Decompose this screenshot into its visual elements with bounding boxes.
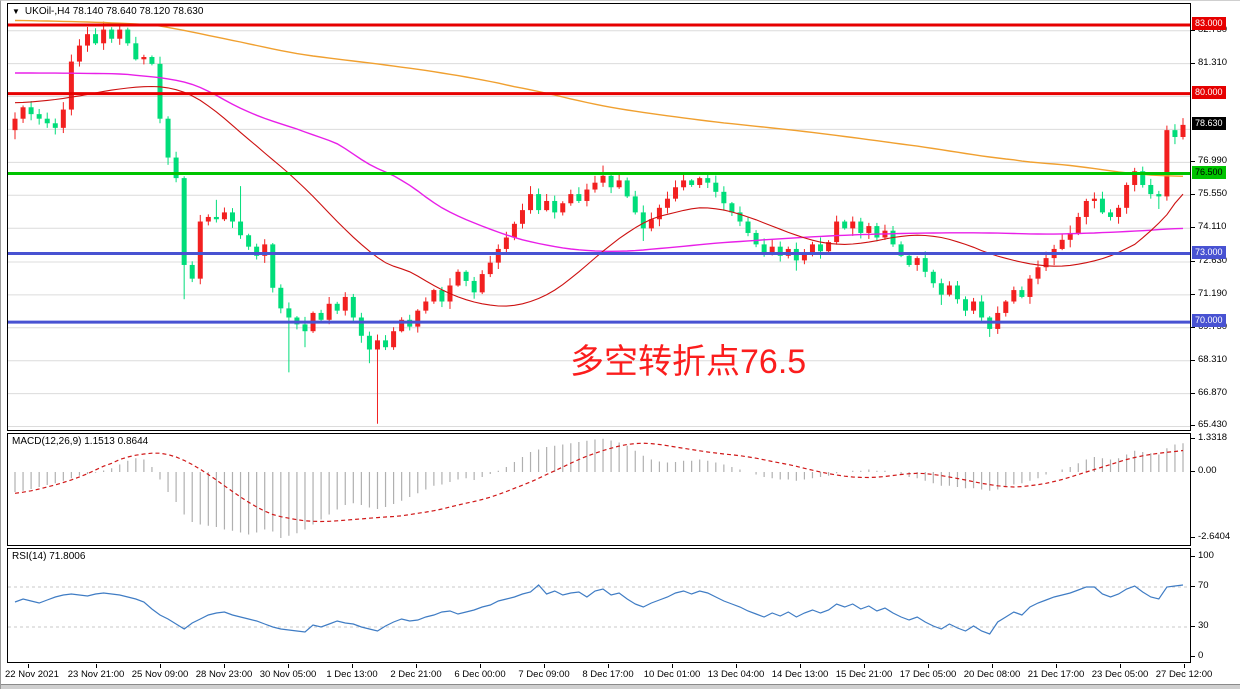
time-axis-tick	[28, 664, 29, 668]
y-axis-tick-label: 68.310	[1198, 353, 1228, 365]
rsi-line	[14, 584, 1184, 635]
price-line-badge: 83.000	[1192, 17, 1226, 31]
time-axis-tick	[608, 664, 609, 668]
time-axis-label: 13 Dec 04:00	[707, 669, 765, 680]
y-axis-tick-label: 65.430	[1198, 419, 1228, 431]
price-chart-panel[interactable]: ▼ UKOil-,H4 78.140 78.640 78.120 78.630 …	[7, 3, 1191, 431]
chart-title: UKOil-,H4 78.140 78.640 78.120 78.630	[24, 6, 204, 17]
time-axis-label: 17 Dec 05:00	[899, 669, 957, 680]
time-axis-label: 21 Dec 17:00	[1027, 669, 1085, 680]
time-axis-tick	[288, 664, 289, 668]
macd-label: MACD(12,26,9) 1.1513 0.8644	[12, 436, 149, 447]
y-axis-tick-label: 72.630	[1198, 254, 1228, 266]
time-axis-label: 28 Nov 23:00	[195, 669, 253, 680]
current-price-badge: 78.630	[1192, 116, 1226, 130]
y-axis-tick	[1191, 626, 1195, 627]
price-line-badge: 70.000	[1192, 314, 1226, 328]
window-bottom-edge	[1, 684, 1240, 689]
time-axis-label: 27 Dec 12:00	[1155, 669, 1213, 680]
time-axis-label: 1 Dec 13:00	[326, 669, 378, 680]
time-axis-tick	[1184, 664, 1185, 668]
time-axis-tick	[928, 664, 929, 668]
time-axis-label: 25 Nov 09:00	[131, 669, 189, 680]
time-axis-label: 6 Dec 00:00	[454, 669, 506, 680]
time-axis-label: 23 Nov 21:00	[67, 669, 125, 680]
price-axis-gutter: 82.75081.31076.99075.55074.11072.63071.1…	[1191, 1, 1240, 684]
y-axis-tick-label: 1.3318	[1198, 431, 1228, 443]
y-axis-tick-label: 71.190	[1198, 287, 1228, 299]
y-axis-tick	[1191, 161, 1195, 163]
rsi-indicator-panel[interactable]: RSI(14) 71.8006	[7, 548, 1191, 663]
macd-chart-canvas[interactable]	[8, 434, 1190, 545]
y-axis-tick-label: 0.00	[1198, 465, 1217, 476]
time-axis-tick	[1056, 664, 1057, 668]
y-axis-tick-label: 81.310	[1198, 56, 1228, 68]
y-axis-tick-label: 76.990	[1198, 155, 1228, 167]
y-axis-tick	[1191, 556, 1195, 557]
price-line-badge: 76.500	[1192, 165, 1226, 179]
rsi-label: RSI(14) 71.8006	[12, 551, 86, 562]
price-chart-canvas[interactable]	[8, 4, 1190, 430]
y-axis-tick-label: 70	[1198, 580, 1209, 591]
y-axis-tick	[1191, 293, 1195, 295]
time-axis-tick	[1120, 664, 1121, 668]
time-axis-tick	[736, 664, 737, 668]
y-axis-tick	[1191, 359, 1195, 361]
chart-dropdown-icon[interactable]: ▼	[12, 6, 20, 16]
y-axis-tick-label: 100	[1198, 550, 1214, 561]
time-axis-label: 7 Dec 09:00	[518, 669, 570, 680]
y-axis-tick	[1191, 656, 1195, 657]
y-axis-tick	[1191, 392, 1195, 394]
time-axis-tick	[96, 664, 97, 668]
time-axis-tick	[992, 664, 993, 668]
macd-histogram	[14, 438, 1184, 538]
time-axis-label: 30 Nov 05:00	[259, 669, 317, 680]
time-axis-tick	[416, 664, 417, 668]
time-axis-label: 22 Nov 2021	[5, 669, 59, 680]
ma-slow	[14, 19, 1184, 177]
y-axis-tick-label: 75.550	[1198, 188, 1228, 200]
time-axis-tick	[544, 664, 545, 668]
rsi-chart-canvas[interactable]	[8, 549, 1190, 662]
time-axis-tick	[672, 664, 673, 668]
time-axis-label: 15 Dec 21:00	[835, 669, 893, 680]
y-axis-tick-label: 66.870	[1198, 386, 1228, 398]
y-axis-tick	[1191, 29, 1195, 31]
y-axis-tick	[1191, 260, 1195, 262]
time-axis-tick	[480, 664, 481, 668]
y-axis-tick	[1191, 194, 1195, 196]
time-axis-tick	[864, 664, 865, 668]
macd-indicator-panel[interactable]: MACD(12,26,9) 1.1513 0.8644	[7, 433, 1191, 546]
annotation-text: 多空转折点76.5	[570, 343, 807, 381]
y-axis-tick	[1191, 425, 1195, 427]
y-axis-tick	[1191, 62, 1195, 64]
y-axis-tick-label: 30	[1198, 620, 1209, 631]
time-axis-label: 14 Dec 13:00	[771, 669, 829, 680]
time-axis-label: 23 Dec 05:00	[1091, 669, 1149, 680]
y-axis-tick-label: 0	[1198, 650, 1204, 661]
time-axis: 22 Nov 2021 23 Nov 21:00 25 Nov 09:00 28 No…	[1, 664, 1240, 684]
time-axis-label: 20 Dec 08:00	[963, 669, 1021, 680]
time-axis-tick	[160, 664, 161, 668]
y-axis-tick	[1191, 537, 1195, 538]
y-axis-tick	[1191, 227, 1195, 229]
price-line-badge: 73.000	[1192, 245, 1226, 259]
y-axis-tick	[1191, 586, 1195, 587]
time-axis-tick	[352, 664, 353, 668]
time-axis-label: 2 Dec 21:00	[390, 669, 442, 680]
time-axis-label: 8 Dec 17:00	[582, 669, 634, 680]
y-axis-tick	[1191, 437, 1195, 439]
y-axis-tick	[1191, 326, 1195, 328]
time-axis-tick	[800, 664, 801, 668]
chart-header: ▼ UKOil-,H4 78.140 78.640 78.120 78.630	[12, 6, 203, 17]
y-axis-tick	[1191, 471, 1195, 472]
y-axis-tick-label: 74.110	[1198, 221, 1227, 233]
time-axis-label: 10 Dec 01:00	[643, 669, 701, 680]
price-line-badge: 80.000	[1192, 85, 1226, 99]
y-axis-tick-label: -2.6404	[1198, 531, 1231, 542]
time-axis-tick	[224, 664, 225, 668]
ma-mid	[15, 72, 1184, 253]
macd-signal-line	[14, 442, 1184, 523]
